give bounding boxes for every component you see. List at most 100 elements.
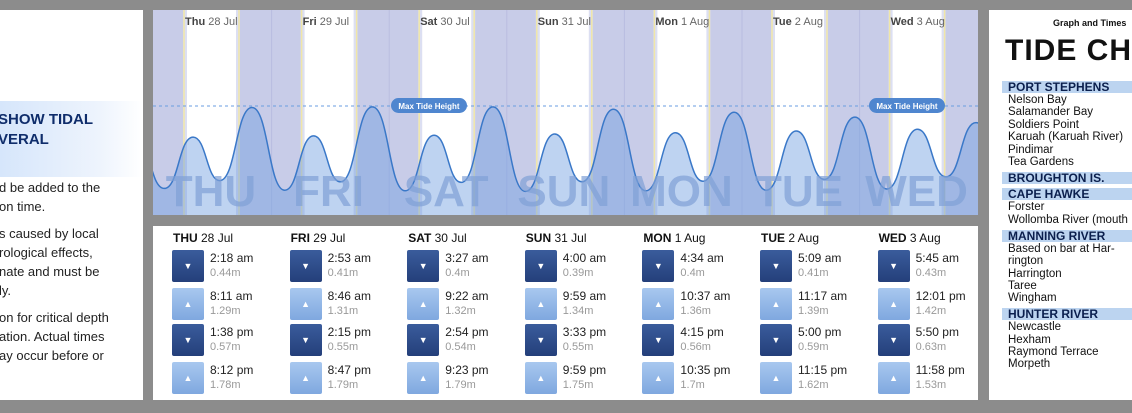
- high-tide-entry: ▲ 9:22 am 1.32m: [407, 288, 524, 324]
- high-tide-entry: ▲ 10:37 am 1.36m: [642, 288, 759, 324]
- low-tide-entry: ▼ 1:38 pm 0.57m: [172, 324, 289, 360]
- tide-time: 9:23 pm: [445, 363, 489, 377]
- info-text: nate and must be: [0, 264, 100, 279]
- day-label: Sun 31 Jul: [538, 16, 591, 28]
- day-name: TUE: [761, 231, 785, 245]
- high-tide-arrow-icon: ▲: [172, 362, 204, 394]
- tide-height: 1.79m: [445, 379, 476, 391]
- tide-time: 5:00 pm: [798, 325, 842, 339]
- graph-and-times-label: Graph and Times: [1053, 18, 1127, 28]
- tide-time: 3:33 pm: [562, 325, 607, 339]
- tide-curve: [153, 106, 978, 193]
- high-tide-entry: ▲ 9:23 pm 1.79m: [407, 362, 524, 398]
- tide-time: 2:18 am: [210, 251, 254, 265]
- info-heading-line: SHOW TIDAL: [0, 111, 93, 128]
- tide-height: 1.75m: [562, 379, 594, 391]
- info-text: d be added to the: [0, 180, 101, 195]
- tide-time: 10:37 am: [680, 289, 731, 303]
- high-tide-arrow-icon: ▲: [407, 288, 440, 320]
- max-tide-pill: [391, 98, 467, 113]
- day-watermark: MON: [630, 167, 733, 215]
- tide-height: 1.31m: [327, 305, 359, 317]
- high-tide-arrow-icon: ▲: [877, 288, 910, 320]
- tide-height: 0.56m: [680, 341, 711, 353]
- tide-height: 0.55m: [327, 341, 359, 353]
- low-tide-arrow-icon: ▼: [524, 250, 557, 282]
- low-tide-entry: ▼ 3:33 pm 0.55m: [524, 324, 642, 360]
- day-label: Wed 3 Aug: [891, 16, 945, 28]
- day-header: SUN 31 Jul: [526, 231, 587, 245]
- high-tide-entry: ▲ 9:59 am 1.34m: [524, 288, 642, 324]
- location-item: Tea Gardens: [1008, 156, 1074, 168]
- low-tide-arrow-icon: ▼: [760, 250, 792, 282]
- tide-height: 0.43m: [915, 267, 947, 279]
- tide-time: 4:15 pm: [680, 325, 724, 339]
- high-tide-arrow-icon: ▲: [524, 288, 557, 320]
- daylight-band: [775, 10, 824, 215]
- low-tide-arrow-icon: ▼: [642, 250, 675, 282]
- location-item: Salamander Bay: [1008, 106, 1094, 119]
- info-text: on for critical depth: [0, 310, 109, 325]
- day-watermark: WED: [865, 167, 968, 215]
- tide-height: 1.62m: [798, 379, 829, 391]
- high-tide-arrow-icon: ▲: [289, 362, 322, 394]
- high-tide-arrow-icon: ▲: [172, 288, 204, 320]
- tide-time: 5:45 am: [915, 251, 959, 265]
- location-item: Karuah (Karuah River): [1008, 131, 1124, 144]
- day-column: TUE 2 Aug ▼ 5:09 am 0.41m ▲ 11:17 am 1.39m ▼ 5:0…: [741, 226, 858, 400]
- high-tide-arrow-icon: ▲: [760, 362, 792, 394]
- day-name: WED: [878, 231, 907, 245]
- daylight-band: [187, 10, 236, 215]
- day-label: Fri 29 Jul: [303, 16, 349, 28]
- tide-times-table: THU 28 Jul ▼ 2:18 am 0.44m ▲ 8:11 am 1.29m ▼ 1:3…: [153, 226, 978, 400]
- high-tide-arrow-icon: ▲: [524, 362, 557, 394]
- info-text: ation. Actual times: [0, 329, 105, 344]
- day-watermark: FRI: [293, 167, 364, 215]
- daylight-band: [304, 10, 354, 215]
- high-tide-entry: ▲ 10:35 pm 1.7m: [642, 362, 759, 398]
- location-section-header: BROUGHTON IS.: [1002, 171, 1132, 184]
- location-item: Morpeth: [1008, 358, 1051, 371]
- high-tide-entry: ▲ 11:58 pm 1.53m: [877, 362, 978, 398]
- low-tide-entry: ▼ 5:00 pm 0.59m: [760, 324, 877, 360]
- info-heading-line: VERAL: [0, 131, 49, 148]
- day-header: SAT 30 Jul: [408, 231, 466, 245]
- day-watermark: THU: [166, 167, 256, 215]
- location-section-header: HUNTER RIVER: [1002, 308, 1132, 321]
- tide-height: 1.42m: [915, 305, 947, 317]
- tide-height: 0.39m: [562, 267, 594, 279]
- location-item: Based on bar at Har-: [1008, 242, 1115, 255]
- tide-height: 1.7m: [680, 379, 705, 391]
- location-item: Newcastle: [1008, 321, 1062, 334]
- tide-height: 1.36m: [680, 305, 711, 317]
- location-section-header: PORT STEPHENS: [1002, 81, 1132, 93]
- low-tide-arrow-icon: ▼: [289, 324, 322, 356]
- low-tide-entry: ▼ 2:15 pm 0.55m: [289, 324, 407, 360]
- low-tide-entry: ▼ 4:15 pm 0.56m: [642, 324, 759, 360]
- day-header: MON 1 Aug: [643, 231, 705, 245]
- day-label: Thu 28 Jul: [185, 16, 238, 28]
- high-tide-arrow-icon: ▲: [289, 288, 322, 320]
- day-header: WED 3 Aug: [879, 231, 941, 245]
- high-tide-entry: ▲ 8:47 pm 1.79m: [289, 362, 407, 398]
- day-column: SUN 31 Jul ▼ 4:00 am 0.39m ▲ 9:59 am 1.34m ▼ 3:3…: [506, 226, 623, 400]
- low-tide-entry: ▼ 2:54 pm 0.54m: [407, 324, 524, 360]
- tide-height: 1.39m: [798, 305, 829, 317]
- tide-time: 8:12 pm: [210, 363, 254, 377]
- location-item: rington: [1008, 255, 1044, 268]
- low-tide-arrow-icon: ▼: [289, 250, 322, 282]
- tide-time: 2:15 pm: [327, 325, 371, 339]
- tide-time: 8:46 am: [327, 289, 371, 303]
- high-tide-entry: ▲ 8:46 am 1.31m: [289, 288, 407, 324]
- low-tide-arrow-icon: ▼: [642, 324, 675, 356]
- info-text: on time.: [0, 199, 46, 214]
- location-item: Taree: [1008, 279, 1037, 292]
- day-date: 2 Aug: [785, 231, 820, 245]
- low-tide-arrow-icon: ▼: [524, 324, 557, 356]
- high-tide-arrow-icon: ▲: [877, 362, 910, 394]
- tide-height: 0.41m: [798, 267, 829, 279]
- high-tide-arrow-icon: ▲: [642, 288, 675, 320]
- tide-time: 11:15 pm: [798, 363, 848, 377]
- day-name: SUN: [525, 231, 552, 245]
- day-name: THU: [173, 231, 198, 245]
